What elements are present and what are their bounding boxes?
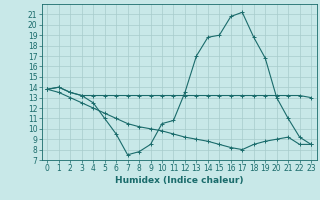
X-axis label: Humidex (Indice chaleur): Humidex (Indice chaleur) bbox=[115, 176, 244, 185]
